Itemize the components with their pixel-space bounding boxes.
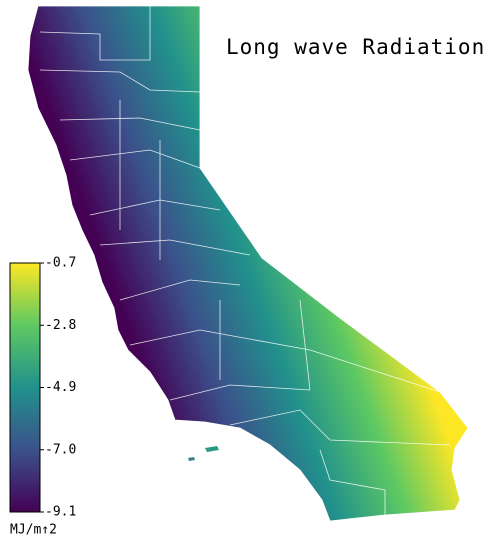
california-map — [27, 5, 469, 522]
colorbar-tick-label: -7.0 — [45, 442, 76, 457]
colorbar-tick-label: -9.1 — [45, 505, 76, 520]
colorbar-tick-label: -2.8 — [45, 318, 76, 333]
map-title: Long wave Radiation — [226, 35, 485, 59]
colorbar-tick-label: -0.7 — [45, 256, 76, 271]
island — [205, 446, 219, 452]
colorbar-label: MJ/m↑2 — [10, 523, 57, 538]
colorbar — [9, 262, 41, 513]
county-lines — [39, 6, 451, 515]
colorbar-tick-label: -4.9 — [45, 380, 76, 395]
state-shape — [27, 5, 469, 522]
island — [188, 457, 195, 461]
